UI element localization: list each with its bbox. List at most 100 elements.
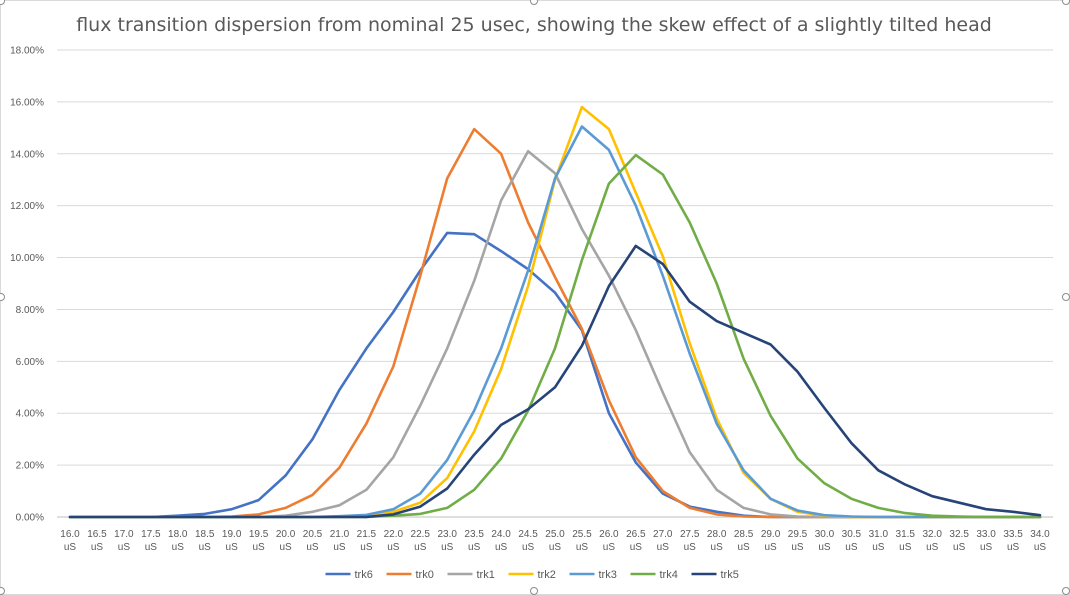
x-tick-label: 32.0 [922,529,942,540]
legend-label-trk4: trk4 [660,569,678,581]
x-tick-label: 21.0 [330,529,350,540]
legend-label-trk0: trk0 [416,569,434,581]
y-tick-label: 8.00% [16,305,44,316]
x-tick-unit: uS [333,542,346,553]
x-tick-label: 18.5 [195,529,215,540]
y-tick-label: 0.00% [16,513,44,524]
y-tick-label: 14.00% [10,149,44,160]
x-tick-label: 24.5 [518,529,538,540]
x-tick-unit: uS [549,542,562,553]
x-tick-unit: uS [980,542,993,553]
resize-handle[interactable] [0,293,5,301]
x-tick-unit: uS [306,542,319,553]
x-tick-unit: uS [468,542,481,553]
x-tick-label: 33.0 [976,529,996,540]
x-tick-unit: uS [845,542,858,553]
resize-handle[interactable] [1062,0,1070,5]
resize-handle[interactable] [530,0,538,5]
x-tick-label: 28.0 [707,529,727,540]
x-tick-unit: uS [64,542,77,553]
x-tick-unit: uS [252,542,265,553]
x-tick-label: 30.5 [842,529,862,540]
x-tick-label: 23.5 [464,529,484,540]
x-tick-label: 29.5 [788,529,808,540]
x-tick-unit: uS [684,542,697,553]
resize-handle[interactable] [0,587,5,595]
y-tick-label: 12.00% [10,201,44,212]
x-tick-label: 23.0 [437,529,457,540]
x-tick-label: 27.5 [680,529,700,540]
x-tick-unit: uS [926,542,939,553]
resize-handle[interactable] [1062,587,1070,595]
resize-handle[interactable] [1062,293,1070,301]
resize-handle[interactable] [530,587,538,595]
x-tick-label: 26.5 [626,529,646,540]
resize-handle[interactable] [0,0,5,5]
x-tick-label: 16.0 [60,529,80,540]
y-tick-label: 10.00% [10,253,44,264]
x-tick-unit: uS [226,542,239,553]
legend-label-trk5: trk5 [721,569,739,581]
x-tick-unit: uS [953,542,966,553]
x-tick-unit: uS [279,542,292,553]
x-tick-label: 28.5 [734,529,754,540]
x-tick-unit: uS [576,542,589,553]
y-tick-label: 2.00% [16,461,44,472]
x-tick-label: 16.5 [87,529,107,540]
x-tick-label: 29.0 [761,529,781,540]
x-tick-label: 26.0 [599,529,619,540]
x-tick-label: 17.0 [114,529,134,540]
y-tick-label: 4.00% [16,409,44,420]
x-tick-unit: uS [603,542,616,553]
x-tick-unit: uS [711,542,724,553]
legend-label-trk6: trk6 [355,569,373,581]
x-tick-unit: uS [91,542,104,553]
x-tick-label: 32.5 [949,529,969,540]
x-tick-label: 25.5 [572,529,592,540]
x-tick-unit: uS [199,542,212,553]
y-tick-label: 18.00% [10,46,44,57]
x-tick-unit: uS [791,542,804,553]
y-tick-label: 16.00% [10,97,44,108]
x-tick-unit: uS [737,542,750,553]
x-tick-label: 34.0 [1030,529,1050,540]
x-tick-label: 22.0 [384,529,404,540]
x-tick-unit: uS [360,542,373,553]
x-tick-label: 20.0 [276,529,296,540]
x-tick-unit: uS [657,542,670,553]
x-tick-unit: uS [630,542,643,553]
x-tick-label: 17.5 [141,529,161,540]
x-tick-unit: uS [872,542,885,553]
x-tick-label: 33.5 [1003,529,1023,540]
x-tick-unit: uS [1007,542,1020,553]
x-tick-unit: uS [441,542,454,553]
x-tick-label: 24.0 [491,529,511,540]
x-tick-label: 19.5 [249,529,269,540]
x-tick-label: 25.0 [545,529,565,540]
legend-label-trk3: trk3 [599,569,617,581]
x-tick-label: 19.0 [222,529,242,540]
x-tick-unit: uS [522,542,535,553]
series-line-trk2 [68,105,1042,519]
x-tick-unit: uS [495,542,508,553]
x-tick-unit: uS [899,542,912,553]
x-tick-unit: uS [145,542,158,553]
series-line-trk4 [68,153,1042,519]
legend-label-trk1: trk1 [477,569,495,581]
series-line-trk5 [68,244,1042,519]
x-tick-unit: uS [387,542,400,553]
x-tick-label: 30.0 [815,529,835,540]
x-tick-unit: uS [172,542,185,553]
x-tick-label: 21.5 [357,529,377,540]
x-tick-unit: uS [818,542,831,553]
series-line-trk0 [68,127,1042,519]
legend-label-trk2: trk2 [538,569,556,581]
x-tick-unit: uS [764,542,777,553]
x-tick-label: 18.0 [168,529,188,540]
x-tick-unit: uS [414,542,427,553]
x-tick-label: 31.5 [896,529,916,540]
x-tick-label: 22.5 [411,529,431,540]
x-tick-label: 27.0 [653,529,673,540]
